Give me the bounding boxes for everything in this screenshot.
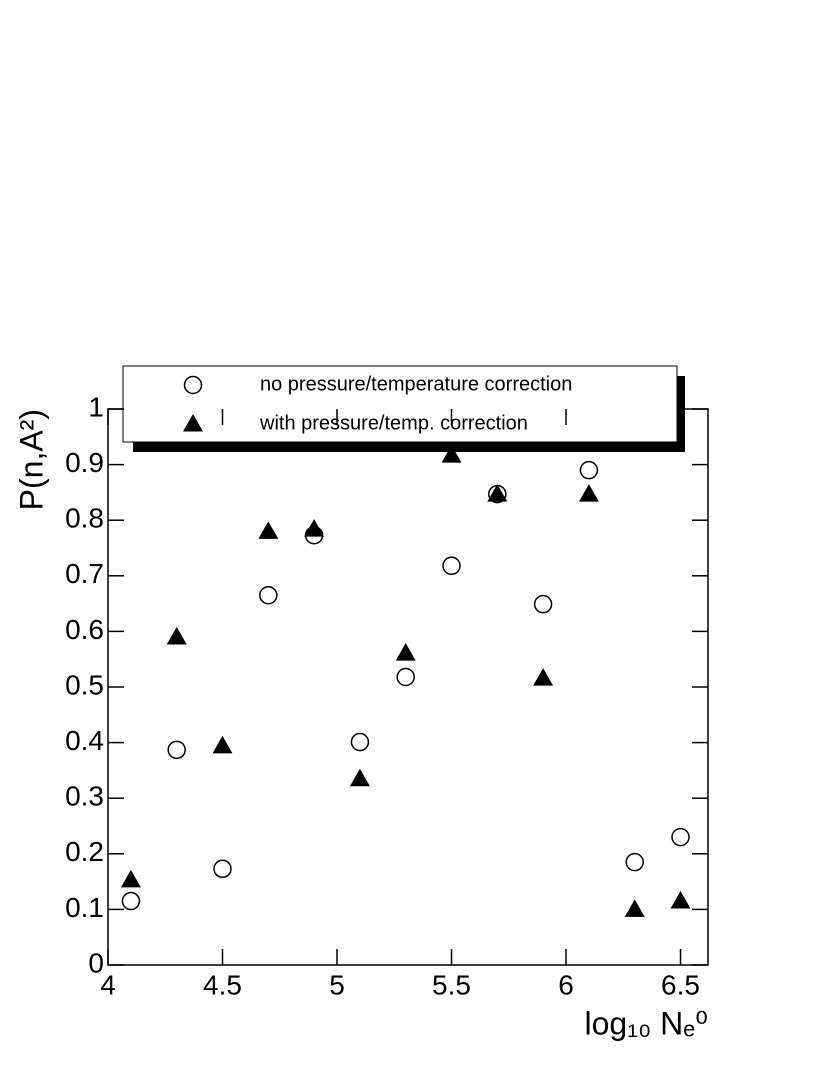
data-point (166, 626, 187, 645)
legend-box (122, 365, 678, 443)
data-point (625, 852, 644, 872)
data-point (442, 556, 461, 576)
data-point (533, 668, 554, 686)
legend-label: no pressure/temperature correction (260, 373, 572, 395)
x-tick-label: 4 (100, 969, 116, 1000)
data-point (671, 827, 690, 847)
data-point (395, 643, 416, 661)
data-point (259, 586, 278, 605)
y-axis-title: P(n,A²) (13, 409, 49, 510)
y-tick-label: 0.3 (65, 781, 104, 812)
y-tick-label: 0.6 (65, 614, 104, 645)
data-point (212, 735, 233, 754)
data-point (578, 484, 599, 502)
data-point (167, 740, 186, 760)
data-point (624, 899, 645, 917)
x-axis-title: log₁₀ Nₑ⁰ (585, 1005, 709, 1041)
data-point (441, 445, 462, 463)
x-tick-label: 6.5 (661, 969, 700, 1000)
y-tick-label: 0.4 (65, 725, 104, 756)
data-point (487, 484, 508, 502)
legend (122, 365, 685, 452)
data-point (120, 869, 141, 888)
plot-frame (107, 408, 709, 966)
y-tick-label: 0.1 (65, 892, 104, 923)
data-point (579, 460, 599, 480)
legend-marker (183, 414, 203, 432)
y-tick-label: 0.5 (65, 669, 104, 700)
x-tick-label: 4.5 (203, 969, 242, 1000)
data-point (304, 519, 325, 537)
x-tick-label: 5 (329, 969, 345, 1000)
legend-marker (183, 375, 203, 395)
y-tick-label: 0.7 (65, 558, 104, 589)
y-tick-label: 0.8 (65, 503, 104, 534)
data-point (258, 521, 279, 539)
y-tick-label: 1 (88, 391, 104, 422)
y-tick-label: 0.9 (65, 447, 104, 478)
data-point (349, 768, 370, 787)
data-point (670, 891, 691, 909)
data-point (396, 667, 415, 687)
data-point (350, 732, 370, 752)
data-point (533, 594, 553, 614)
y-tick-label: 0 (88, 947, 104, 978)
x-tick-label: 5.5 (432, 969, 471, 1000)
data-point (213, 859, 232, 879)
data-point (121, 891, 141, 911)
x-tick-label: 6 (558, 969, 574, 1000)
legend-label: with pressure/temp. correction (259, 412, 528, 434)
y-tick-label: 0.2 (65, 836, 104, 867)
